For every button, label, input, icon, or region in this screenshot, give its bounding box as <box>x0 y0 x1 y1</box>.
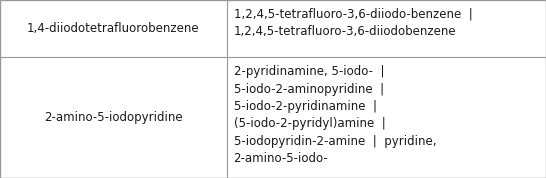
Text: 2-amino-5-iodopyridine: 2-amino-5-iodopyridine <box>44 111 182 124</box>
Text: 2-pyridinamine, 5-iodo-  |
5-iodo-2-aminopyridine  |
5-iodo-2-pyridinamine  |
(5: 2-pyridinamine, 5-iodo- | 5-iodo-2-amino… <box>234 65 436 166</box>
Text: 1,2,4,5-tetrafluoro-3,6-diiodo-benzene  |
1,2,4,5-tetrafluoro-3,6-diiodobenzene: 1,2,4,5-tetrafluoro-3,6-diiodo-benzene |… <box>234 8 472 38</box>
Text: 1,4-diiodotetrafluorobenzene: 1,4-diiodotetrafluorobenzene <box>27 22 200 35</box>
